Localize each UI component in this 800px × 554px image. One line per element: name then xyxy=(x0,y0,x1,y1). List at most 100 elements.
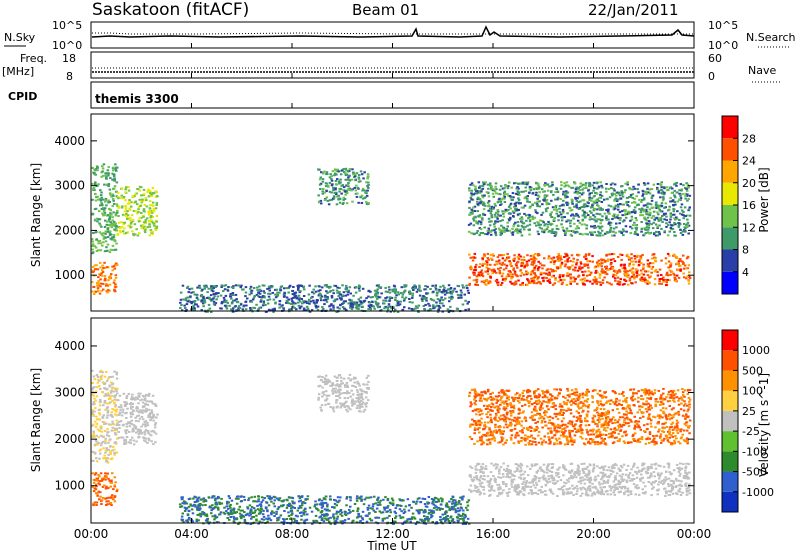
power-cell-3-769 xyxy=(257,291,261,294)
power-cell-3-340 xyxy=(344,300,347,303)
velocity-cell-0-4 xyxy=(113,485,117,488)
power-cell-4-25 xyxy=(347,176,350,179)
power-cell-6-205 xyxy=(487,231,490,234)
velocity-cell-3-88 xyxy=(257,498,260,501)
power-cell-6-56 xyxy=(669,212,672,215)
power-cell-6-1310 xyxy=(494,182,498,185)
velocity-cell-1-1 xyxy=(91,388,94,391)
power-cell-6-1135 xyxy=(476,203,479,206)
power-cell-6-1072 xyxy=(643,183,647,186)
power-cell-6-911 xyxy=(573,181,576,184)
velocity-cell-3-631 xyxy=(339,513,342,516)
velocity-cell-1-27 xyxy=(105,379,109,382)
power-cell-5-299 xyxy=(566,260,569,263)
power-cell-5-343 xyxy=(519,255,522,258)
power-cell-4-51 xyxy=(333,174,336,177)
power-cell-5-612 xyxy=(595,261,599,264)
power-cell-3-749 xyxy=(210,311,213,313)
power-cell-3-536 xyxy=(287,291,290,294)
power-cell-4-63 xyxy=(339,181,342,184)
power-cell-0-83 xyxy=(98,261,102,264)
power-cell-6-1172 xyxy=(676,200,679,203)
velocity-cell-2-66 xyxy=(119,404,123,407)
velocity-cell-3-599 xyxy=(415,509,419,512)
velocity-cell-2-18 xyxy=(119,420,123,423)
power-cell-3-459 xyxy=(319,289,322,292)
velocity-cell-2-168 xyxy=(127,441,131,444)
power-cell-3-835 xyxy=(351,303,354,306)
power-cell-6-1247 xyxy=(549,213,552,216)
power-cell-2-186 xyxy=(129,226,132,229)
power-cell-2-129 xyxy=(154,207,158,210)
power-cell-5-165 xyxy=(650,271,653,274)
power-cell-5-699 xyxy=(559,274,562,276)
power-cell-6-746 xyxy=(482,208,486,211)
power-cell-5-692 xyxy=(473,269,476,272)
power-cell-3-622 xyxy=(253,307,257,310)
velocity-cell-1-40 xyxy=(110,411,114,414)
power-cell-5-193 xyxy=(685,257,689,260)
velocity-cell-0-17 xyxy=(94,483,98,486)
power-cell-6-599 xyxy=(581,233,584,236)
velocity-cell-2-69 xyxy=(137,420,140,423)
power-cell-3-472 xyxy=(401,308,405,311)
power-cell-6-607 xyxy=(478,190,481,193)
power-cell-3-594 xyxy=(342,291,346,294)
power-cell-3-563 xyxy=(424,297,427,300)
velocity-cell-3-180 xyxy=(251,515,254,518)
power-colorbar-swatch-4 xyxy=(722,182,738,205)
power-cell-3-572 xyxy=(279,286,283,288)
power-cell-2-137 xyxy=(131,219,135,221)
power-cell-5-707 xyxy=(625,272,629,275)
power-cell-5-549 xyxy=(558,276,561,279)
power-cell-5-437 xyxy=(480,280,484,283)
velocity-cell-3-41 xyxy=(211,508,215,510)
power-cell-6-105 xyxy=(609,205,613,208)
power-cell-3-601 xyxy=(467,300,470,303)
power-cell-3-560 xyxy=(384,290,388,293)
station-title: Saskatoon (fitACF) xyxy=(92,0,249,20)
power-cell-3-489 xyxy=(251,298,255,301)
velocity-cell-3-184 xyxy=(321,518,324,520)
power-cell-3-94 xyxy=(445,291,449,294)
freq-tick-bottom: 8 xyxy=(66,70,73,83)
power-cell-6-123 xyxy=(658,224,661,227)
power-cell-6-292 xyxy=(615,222,618,225)
power-cell-2-142 xyxy=(133,195,136,198)
power-cell-3-85 xyxy=(400,286,403,289)
power-cell-0-54 xyxy=(109,275,112,277)
power-cell-3-537 xyxy=(354,306,358,309)
velocity-cell-1-212 xyxy=(98,429,101,432)
power-cell-3-711 xyxy=(285,287,289,290)
velocity-cell-0-42 xyxy=(95,504,98,506)
power-cell-5-473 xyxy=(614,279,617,282)
power-cell-1-123 xyxy=(106,230,110,233)
power-cell-5-505 xyxy=(486,252,490,255)
power-cell-3-623 xyxy=(355,286,358,289)
power-cell-6-193 xyxy=(543,190,546,193)
power-cell-4-176 xyxy=(324,185,328,188)
power-cell-5-241 xyxy=(554,277,557,280)
velocity-cell-2-49 xyxy=(142,401,145,404)
power-cell-0-20 xyxy=(99,278,102,281)
power-cell-6-470 xyxy=(623,191,626,194)
velocity-cell-2-167 xyxy=(146,430,150,432)
velocity-cell-3-175 xyxy=(410,516,414,519)
power-cell-6-955 xyxy=(646,216,650,219)
power-cell-3-754 xyxy=(319,293,323,296)
power-cell-6-300 xyxy=(479,191,482,194)
velocity-cell-2-204 xyxy=(131,427,135,430)
power-cell-6-464 xyxy=(478,220,481,223)
velocity-cell-1-140 xyxy=(92,459,95,462)
power-cell-6-1176 xyxy=(666,189,669,192)
power-cell-5-739 xyxy=(555,266,559,269)
power-cell-6-1304 xyxy=(590,225,593,228)
power-cell-6-1297 xyxy=(646,224,649,227)
power-cell-0-15 xyxy=(103,275,107,277)
power-cell-4-61 xyxy=(364,191,367,194)
power-cell-3-299 xyxy=(212,300,216,303)
power-cell-3-833 xyxy=(387,305,390,308)
power-cell-6-698 xyxy=(647,228,650,231)
power-cell-5-678 xyxy=(612,270,616,272)
power-cell-3-547 xyxy=(189,295,192,298)
